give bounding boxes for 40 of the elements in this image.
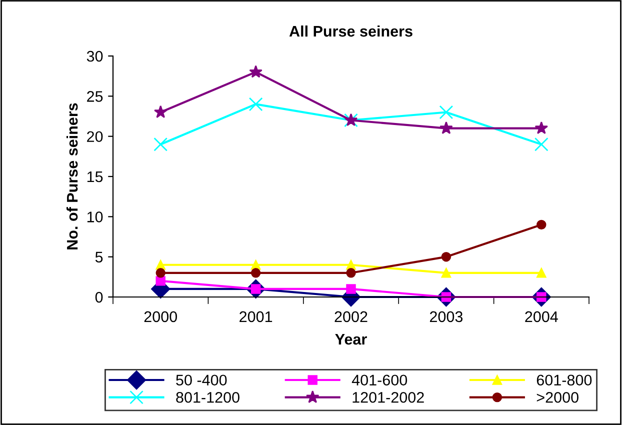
point bbox=[440, 121, 453, 134]
point bbox=[346, 268, 356, 278]
legend-label: 601-800 bbox=[536, 374, 592, 386]
y-tick-label: 0 bbox=[95, 292, 103, 303]
legend-label: 1201-2002 bbox=[352, 392, 424, 403]
legend-label: 801-1200 bbox=[176, 392, 240, 403]
y-tick-label: 30 bbox=[86, 50, 103, 62]
chart-title: All Purse seiners bbox=[289, 25, 412, 37]
point bbox=[154, 105, 168, 118]
x-axis-title: Year bbox=[335, 334, 367, 345]
point bbox=[346, 284, 356, 294]
legend-label: 401-600 bbox=[352, 374, 408, 386]
y-tick-label: 5 bbox=[95, 252, 103, 263]
point bbox=[248, 97, 263, 112]
legend-label: 50 -400 bbox=[176, 374, 227, 386]
point bbox=[249, 65, 262, 78]
point bbox=[534, 121, 548, 134]
point bbox=[156, 268, 166, 278]
point bbox=[534, 137, 548, 152]
y-tick-label: 25 bbox=[87, 91, 103, 102]
point bbox=[536, 268, 546, 278]
x-tick-label: 2002 bbox=[334, 311, 368, 322]
point bbox=[250, 260, 261, 270]
x-tick-label: 2001 bbox=[240, 311, 272, 322]
x-tick-label: 2004 bbox=[525, 311, 558, 322]
point bbox=[536, 220, 546, 230]
point bbox=[346, 260, 356, 270]
point bbox=[250, 268, 261, 278]
y-tick-label: 10 bbox=[87, 212, 103, 222]
x-tick-label: 2003 bbox=[430, 311, 463, 322]
point bbox=[441, 268, 452, 278]
y-tick-label: 15 bbox=[87, 172, 103, 182]
legend-label: >2000 bbox=[536, 392, 578, 403]
point bbox=[154, 137, 168, 152]
y-axis-title: No. of Purse seiners bbox=[66, 103, 78, 250]
x-tick-label: 2000 bbox=[144, 311, 177, 322]
point bbox=[441, 252, 452, 262]
point bbox=[439, 105, 454, 120]
y-tick-label: 20 bbox=[87, 131, 103, 142]
point bbox=[156, 276, 166, 286]
